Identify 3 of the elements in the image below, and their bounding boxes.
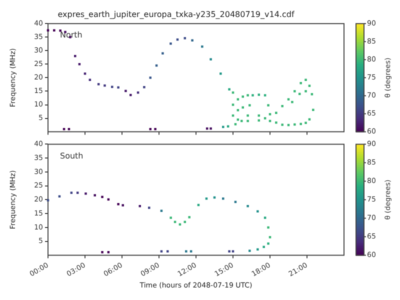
chart-title: expres_earth_jupiter_europa_txka-y235_20480719_v14.cdf (58, 10, 294, 19)
annotation: North (60, 30, 82, 40)
annotation: South (60, 151, 84, 160)
